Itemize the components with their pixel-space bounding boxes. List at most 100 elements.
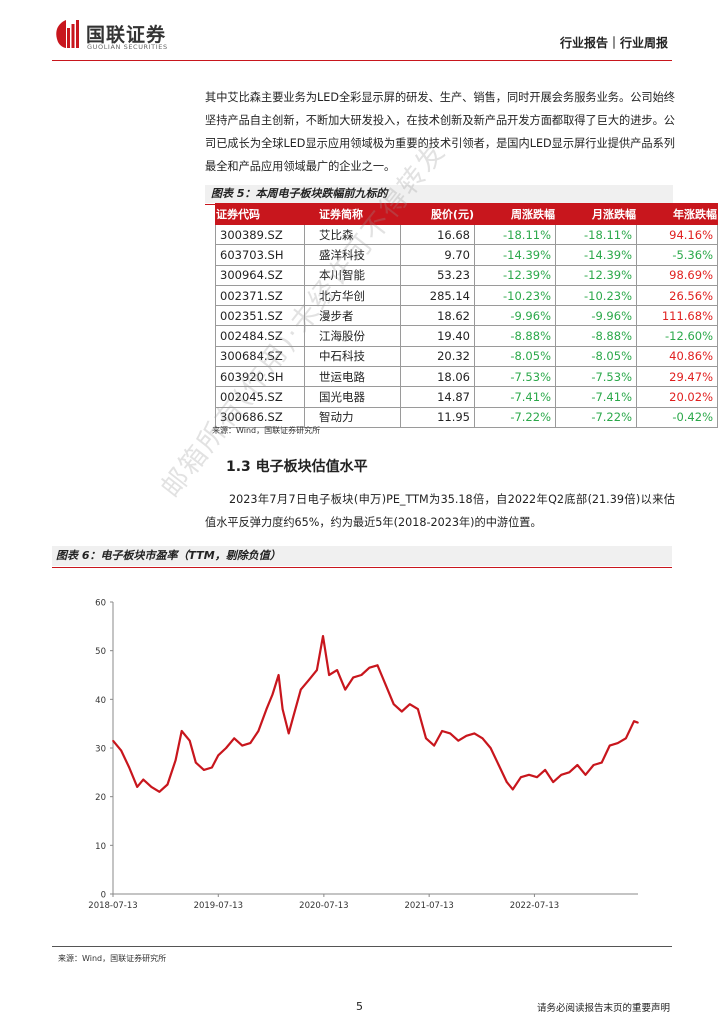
pe-ttm-line-chart: 0 10 20 30 40 50 60 2018-07-13 2019-07-13 2020-0… bbox=[88, 599, 639, 911]
cell-week-change: -14.39% bbox=[474, 244, 556, 266]
pe-data-point bbox=[194, 761, 197, 764]
table5-title: 图表 5：本周电子板块跌幅前九标的 bbox=[205, 185, 673, 205]
cell-week-change: -9.96% bbox=[474, 305, 556, 327]
section-title: 1.3 电子板块估值水平 bbox=[226, 459, 368, 475]
cell-code: 002045.SZ bbox=[215, 386, 305, 408]
table-row: 002371.SZ 北方华创 285.14 -10.23% -10.23% 26.56% bbox=[215, 284, 718, 307]
header-divider bbox=[52, 60, 672, 61]
cell-week-change: -12.39% bbox=[474, 264, 556, 286]
cell-month-change: -7.53% bbox=[555, 366, 637, 388]
cell-price: 18.62 bbox=[400, 305, 475, 327]
section-paragraph: 2023年7月7日电子板块(申万)PE_TTM为35.18倍，自2022年Q2底… bbox=[205, 493, 675, 529]
table-row: 603920.SH 世运电路 18.06 -7.53% -7.53% 29.47% bbox=[215, 366, 718, 388]
pe-data-point bbox=[568, 771, 571, 774]
table-row: 300964.SZ 本川智能 53.23 -12.39% -12.39% 98.69% bbox=[215, 264, 718, 286]
pe-data-point bbox=[473, 732, 476, 735]
pe-data-point bbox=[481, 737, 484, 740]
pe-data-point bbox=[316, 669, 318, 671]
cell-month-change: -8.88% bbox=[555, 325, 637, 347]
pe-data-point bbox=[328, 674, 330, 676]
pe-data-point bbox=[166, 783, 169, 786]
cell-month-change: -8.05% bbox=[555, 345, 637, 368]
figure6-title-rule bbox=[52, 567, 672, 568]
pe-data-point bbox=[217, 754, 220, 757]
x-tick-label: 2020-07-13 bbox=[299, 901, 348, 911]
pe-data-point bbox=[322, 635, 324, 637]
cell-name: 国光电器 bbox=[304, 386, 401, 408]
pe-data-point bbox=[233, 737, 235, 740]
table-row: 603703.SH 盛洋科技 9.70 -14.39% -14.39% -5.36% bbox=[215, 244, 718, 266]
decline-table: 证券代码 证券简称 股价(元) 周涨跌幅 月涨跌幅 年涨跌幅 300389.SZ… bbox=[215, 203, 718, 428]
cell-week-change: -7.41% bbox=[474, 386, 556, 408]
col-header-week: 周涨跌幅 bbox=[474, 203, 556, 225]
pe-data-point bbox=[625, 737, 627, 740]
pe-data-point bbox=[352, 676, 355, 679]
pe-data-point bbox=[360, 674, 363, 676]
cell-month-change: -9.96% bbox=[555, 305, 637, 327]
y-tick-label: 20 bbox=[95, 793, 106, 803]
cell-price: 53.23 bbox=[400, 264, 475, 286]
pe-data-point bbox=[449, 732, 452, 735]
cell-year-change: -0.42% bbox=[636, 406, 718, 428]
report-type-label: 行业报告｜行业周报 bbox=[559, 36, 668, 50]
cell-month-change: -14.39% bbox=[555, 244, 637, 266]
intro-paragraph: 其中艾比森主要业务为LED全彩显示屏的研发、生产、销售，同时开展会务服务业务。公… bbox=[205, 91, 675, 173]
cell-week-change: -8.88% bbox=[474, 325, 556, 347]
pe-data-point bbox=[257, 730, 260, 732]
pe-data-point bbox=[576, 764, 579, 766]
cell-code: 300389.SZ bbox=[215, 223, 305, 246]
table-header-row: 证券代码 证券简称 股价(元) 周涨跌幅 月涨跌幅 年涨跌幅 bbox=[215, 203, 718, 225]
pe-data-point bbox=[512, 788, 514, 791]
pe-data-point bbox=[400, 710, 403, 713]
cell-code: 002351.SZ bbox=[215, 305, 305, 327]
pe-data-point bbox=[536, 776, 538, 778]
pe-data-point bbox=[265, 708, 268, 710]
y-tick-label: 0 bbox=[101, 891, 106, 901]
cell-price: 19.40 bbox=[400, 325, 475, 347]
cell-week-change: -18.11% bbox=[474, 223, 556, 246]
pe-data-point bbox=[112, 739, 114, 742]
cell-price: 16.68 bbox=[400, 223, 475, 246]
pe-data-point bbox=[136, 786, 139, 788]
table-row: 002045.SZ 国光电器 14.87 -7.41% -7.41% 20.02% bbox=[215, 386, 718, 408]
cell-price: 18.06 bbox=[400, 366, 475, 388]
cell-name: 江海股份 bbox=[304, 325, 401, 347]
chart-axes bbox=[110, 601, 638, 897]
pe-data-point bbox=[158, 791, 161, 793]
pe-data-point bbox=[528, 773, 530, 776]
pe-data-point bbox=[617, 742, 619, 744]
pe-data-point bbox=[457, 739, 460, 742]
pe-data-point bbox=[128, 766, 130, 769]
pe-data-point bbox=[211, 766, 213, 769]
footer-disclaimer: 请务必阅读报告末页的重要声明 bbox=[536, 1003, 670, 1014]
logo-chinese-name: 国联证券 bbox=[86, 24, 167, 46]
pe-data-point bbox=[392, 703, 395, 705]
guolian-logo-icon bbox=[52, 18, 80, 50]
pe-data-point bbox=[633, 720, 635, 723]
col-header-price: 股价(元) bbox=[400, 203, 475, 225]
cell-year-change: 29.47% bbox=[636, 366, 718, 388]
pe-data-point bbox=[150, 786, 153, 788]
cell-name: 北方华创 bbox=[304, 284, 401, 307]
pe-data-point bbox=[225, 747, 227, 749]
pe-data-point bbox=[249, 742, 252, 744]
figure6-source: 来源：Wind，国联证券研究所 bbox=[58, 954, 167, 963]
cell-code: 300686.SZ bbox=[215, 406, 305, 428]
cell-price: 20.32 bbox=[400, 345, 475, 368]
table-row: 300686.SZ 智动力 11.95 -7.22% -7.22% -0.42% bbox=[215, 406, 718, 428]
cell-price: 9.70 bbox=[400, 244, 475, 266]
pe-data-point bbox=[584, 773, 587, 776]
pe-data-point bbox=[384, 683, 387, 686]
pe-data-point bbox=[505, 781, 508, 783]
cell-price: 285.14 bbox=[400, 284, 475, 307]
pe-data-point bbox=[271, 693, 274, 696]
cell-month-change: -7.22% bbox=[555, 406, 637, 428]
col-header-code: 证券代码 bbox=[215, 203, 305, 225]
cell-year-change: 26.56% bbox=[636, 284, 718, 307]
pe-data-point bbox=[142, 778, 145, 781]
cell-name: 智动力 bbox=[304, 406, 401, 428]
pe-data-point bbox=[552, 781, 554, 783]
table5-source: 来源：Wind，国联证券研究所 bbox=[212, 426, 321, 435]
cell-month-change: -7.41% bbox=[555, 386, 637, 408]
cell-month-change: -12.39% bbox=[555, 264, 637, 286]
